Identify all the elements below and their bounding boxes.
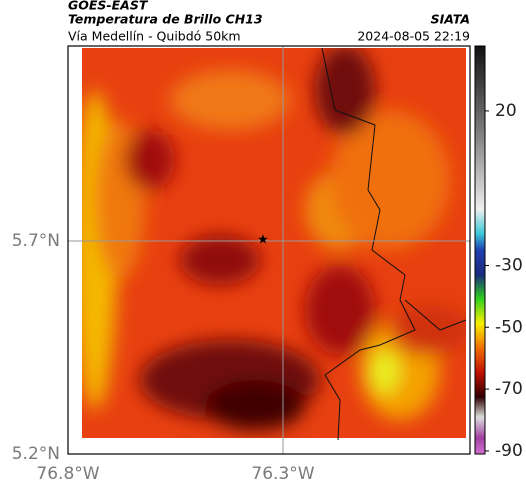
colorbar-tick-label: -90 xyxy=(495,441,523,461)
lon-label: 76.3°W xyxy=(251,464,314,484)
lat-label: 5.7°N xyxy=(12,231,60,251)
colorbar-tick-label: -70 xyxy=(495,379,523,399)
title: GOES-EAST xyxy=(68,0,149,13)
route: Vía Medellín - Quibdó 50km xyxy=(68,29,241,44)
lat-label: 5.2°N xyxy=(12,444,60,464)
subtitle: Temperatura de Brillo CH13 xyxy=(68,12,263,27)
colorbar-tick-label: -30 xyxy=(495,255,523,275)
border xyxy=(404,299,467,331)
colorbar-scale xyxy=(474,45,486,455)
colorbar-tick-label: 20 xyxy=(495,101,517,121)
lon-label: 76.8°W xyxy=(36,464,99,484)
map-frame xyxy=(67,45,471,455)
border xyxy=(321,47,416,441)
colorbar-tick-label: -50 xyxy=(495,317,523,337)
brightness-field xyxy=(82,48,466,438)
colorbar: 20 -30 -50 -70 -90 xyxy=(474,45,523,461)
datetime: 2024-08-05 22:19 xyxy=(357,29,470,44)
location-star: ★ xyxy=(257,233,269,248)
source: SIATA xyxy=(431,12,470,27)
